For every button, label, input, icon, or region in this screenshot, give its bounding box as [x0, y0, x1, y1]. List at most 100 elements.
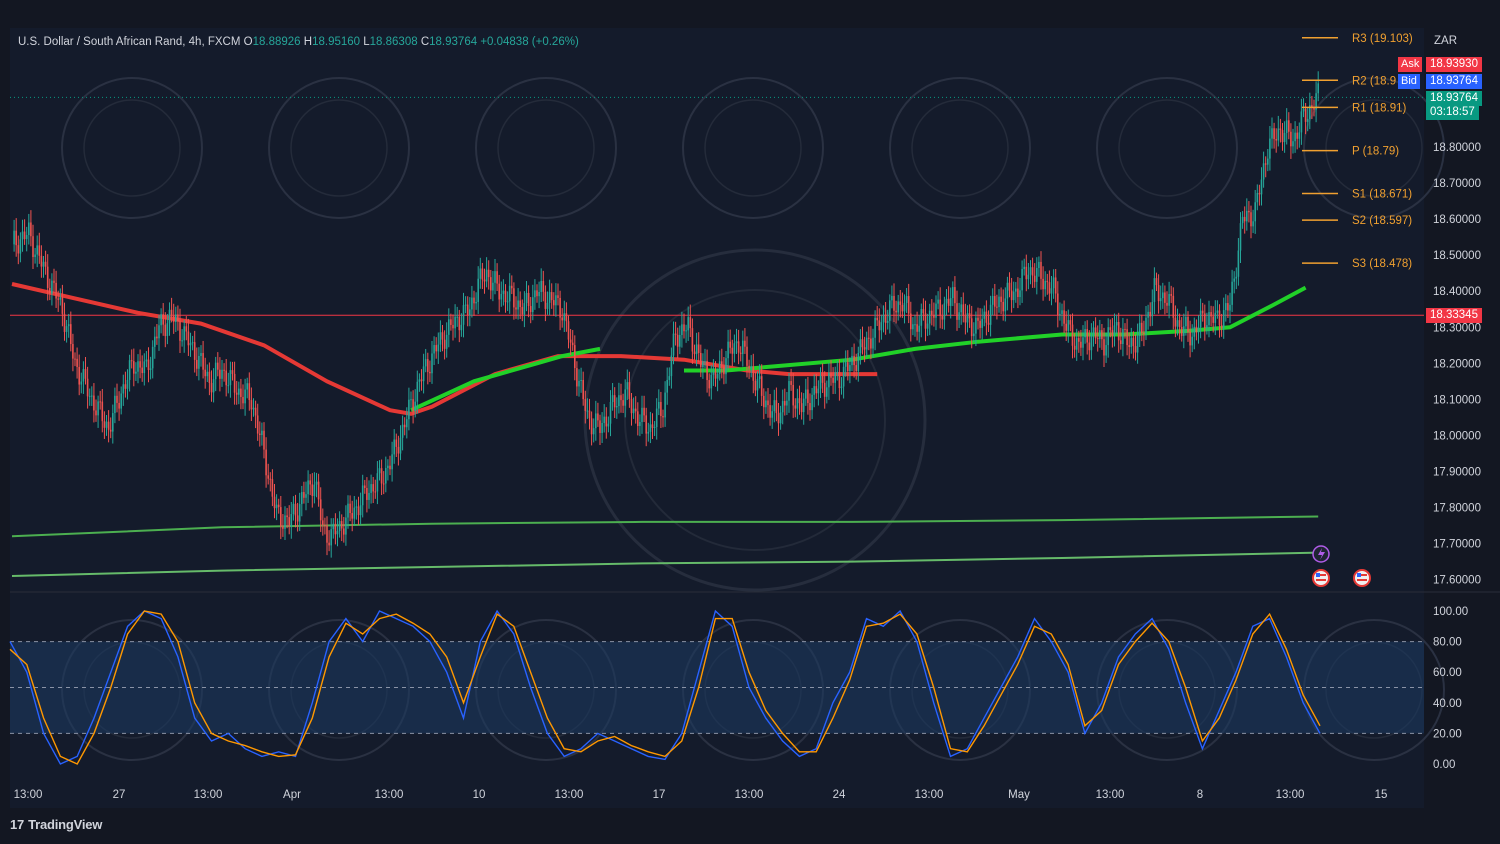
candle-body	[891, 295, 893, 301]
candle-body	[290, 514, 293, 527]
candle-body	[1111, 330, 1114, 336]
candle-body	[1193, 326, 1196, 337]
candle-body	[1208, 312, 1210, 326]
candle-body	[1281, 130, 1284, 143]
candle-body	[82, 369, 85, 382]
candle-body	[607, 423, 610, 427]
candle-body	[494, 271, 496, 283]
candle-body	[1218, 310, 1221, 326]
candle-body	[424, 359, 427, 367]
candle-body	[504, 290, 507, 303]
candle-body	[765, 400, 767, 408]
pivot-label: P (18.79)	[1352, 146, 1399, 158]
candle-body	[1151, 301, 1154, 317]
candle-body	[431, 353, 433, 374]
event-markers[interactable]	[1312, 545, 1371, 587]
candle-body	[1174, 317, 1177, 327]
us-flag-event-icon[interactable]	[1353, 569, 1371, 587]
candle-body	[1019, 290, 1021, 298]
candle-body	[437, 344, 440, 352]
candle-body	[823, 382, 826, 397]
stoch-tick-label: 100.00	[1433, 606, 1468, 618]
candle-body	[1231, 281, 1233, 305]
candle-body	[641, 407, 643, 422]
candle-body	[349, 503, 351, 514]
candle-body	[46, 266, 49, 288]
candle-body	[1180, 326, 1183, 336]
candle-body	[515, 307, 517, 310]
candle-body	[1046, 280, 1049, 283]
candle-body	[689, 317, 692, 329]
candle-body	[322, 520, 324, 526]
candle-body	[492, 282, 494, 291]
candle-body	[294, 503, 297, 516]
candle-body	[739, 352, 742, 354]
candle-body	[28, 222, 30, 236]
candle-body	[1309, 105, 1311, 119]
candle-body	[500, 293, 503, 300]
candle-body	[422, 366, 425, 382]
candle-body	[1164, 292, 1166, 303]
candle-body	[1243, 216, 1246, 222]
candle-body	[893, 295, 895, 311]
candle-body	[884, 314, 887, 323]
time-axis[interactable]: 13:00 27 13:00 Apr 13:00 10 13:00 17 13:00 24 13:0…	[14, 789, 1388, 801]
candle-body	[1117, 322, 1120, 341]
candle-body	[166, 323, 169, 337]
candle-body	[836, 371, 839, 373]
candle-body	[952, 287, 954, 299]
time-tick-label: 13:00	[915, 789, 944, 801]
candle-body	[1298, 132, 1301, 139]
bar-countdown: 03:18:57	[1426, 105, 1479, 120]
candle-body	[1136, 335, 1139, 353]
candle-body	[376, 473, 379, 492]
candle-body	[55, 282, 57, 299]
candle-body	[175, 314, 177, 322]
candle-body	[1201, 310, 1204, 314]
candle-body	[1239, 223, 1242, 251]
us-flag-event-icon[interactable]	[1312, 569, 1330, 587]
candle-body	[758, 376, 761, 379]
price-axis[interactable]: 18.80000 18.70000 18.60000 18.50000 18.40000…	[1433, 142, 1481, 771]
candle-body	[605, 416, 608, 427]
candle-body	[275, 504, 278, 509]
candle-body	[1264, 163, 1267, 165]
candle-body	[737, 341, 740, 353]
candle-body	[326, 525, 328, 543]
candle-body	[340, 521, 343, 529]
candle-body	[42, 261, 45, 267]
candle-body	[586, 410, 589, 412]
candle-body	[752, 366, 755, 381]
tradingview-logo[interactable]: 17 TradingView	[10, 817, 102, 832]
candle-body	[238, 388, 240, 395]
price-tick-label: 17.70000	[1433, 539, 1481, 551]
candle-body	[756, 378, 759, 391]
candle-body	[88, 395, 91, 397]
candle-body	[1080, 341, 1082, 348]
candle-body	[74, 358, 76, 360]
candle-body	[781, 401, 784, 413]
candle-body	[989, 304, 992, 325]
candle-body	[49, 287, 51, 294]
stochastic-lines	[9, 609, 1321, 765]
watermark-ring	[1325, 99, 1423, 197]
candle-body	[361, 485, 364, 506]
candle-body	[773, 400, 776, 412]
candle-body	[414, 401, 416, 411]
candle-body	[576, 368, 578, 387]
candle-body	[1008, 282, 1011, 291]
candle-body	[196, 359, 198, 369]
candle-body	[788, 381, 790, 401]
candle-body	[19, 239, 22, 254]
pivot-label: R2 (18.9	[1352, 75, 1396, 87]
time-tick-label: 13:00	[1096, 789, 1125, 801]
candle-body	[945, 298, 948, 304]
candle-body	[926, 323, 929, 329]
candle-body	[1254, 202, 1256, 222]
candle-body	[483, 279, 486, 282]
candle-body	[943, 303, 946, 320]
candle-body	[813, 386, 815, 395]
candle-body	[683, 324, 685, 332]
candle-body	[666, 379, 668, 393]
